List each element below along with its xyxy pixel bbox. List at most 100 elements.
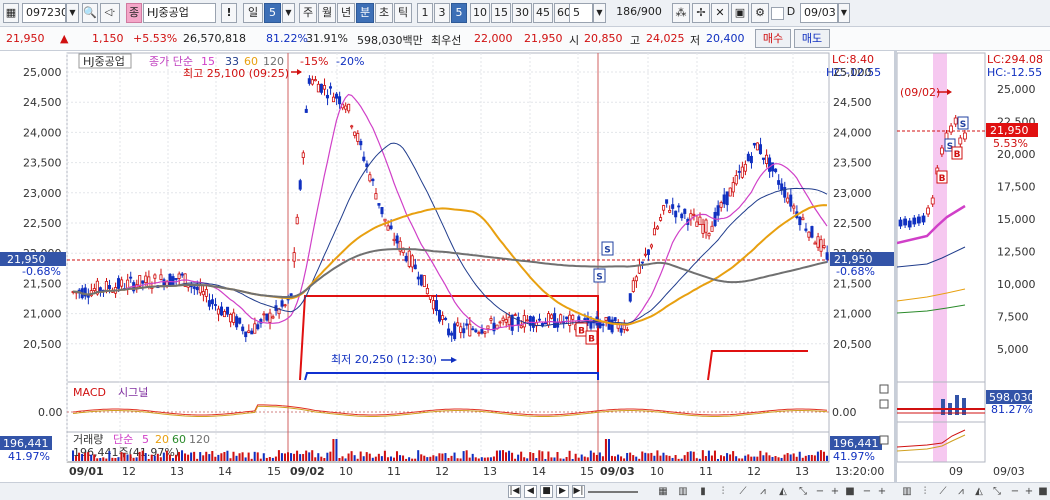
- grid-icon[interactable]: ▦: [3, 3, 19, 23]
- crosshair-icon[interactable]: ✢: [692, 3, 710, 23]
- candle-icon[interactable]: ⫶: [721, 486, 725, 497]
- legend-ma33: 33: [225, 55, 239, 68]
- volume-bar: [650, 452, 653, 461]
- tab-period-year[interactable]: 년: [337, 3, 355, 23]
- indicator-icon[interactable]: ⁂: [672, 3, 690, 23]
- pct-mark-20: -20%: [336, 55, 364, 68]
- tab-period-tick[interactable]: 틱: [394, 3, 412, 23]
- volume-bar: [96, 458, 99, 461]
- signal-b-marker[interactable]: B: [575, 322, 588, 337]
- line-icon[interactable]: ⟋: [739, 486, 747, 497]
- minute-count-field[interactable]: 5: [569, 3, 593, 23]
- next-icon[interactable]: ▶: [556, 485, 569, 498]
- buy-button[interactable]: 매수: [755, 29, 791, 48]
- code-dropdown-icon[interactable]: ▼: [66, 3, 79, 23]
- bottom-controls: |◀ ◀ ■ ▶ ▶| ▦ ▥ ▮ ⫶ ⟋ ⩘ ◭ ⤡ − + ■ − + ▥ …: [0, 482, 1050, 500]
- sound-icon[interactable]: ◁·: [100, 3, 120, 23]
- candle-body: [180, 273, 184, 276]
- day-count-field[interactable]: 5: [264, 3, 281, 23]
- side-signal-b-marker[interactable]: B: [951, 146, 963, 160]
- x-axis-label: 14: [532, 465, 546, 478]
- ma33-line: [72, 142, 828, 327]
- side-area-icon[interactable]: ◭: [975, 486, 983, 497]
- volume-bar: [786, 453, 789, 461]
- area-icon[interactable]: ◭: [779, 486, 787, 497]
- date-field[interactable]: 09/03: [800, 3, 838, 23]
- zoom-out-icon[interactable]: −: [815, 486, 825, 497]
- minute-45-button[interactable]: 45: [533, 3, 553, 23]
- minute-10-button[interactable]: 10: [470, 3, 490, 23]
- candle-body: [550, 314, 554, 319]
- first-page-icon[interactable]: |◀: [508, 485, 521, 498]
- zoom-in-icon[interactable]: +: [877, 486, 887, 497]
- volume-close-icon[interactable]: [879, 435, 889, 445]
- drag-icon[interactable]: ⤡: [799, 486, 807, 497]
- candle-body: [504, 319, 508, 323]
- minute-5-button[interactable]: 5: [451, 3, 467, 23]
- volume-bar: [286, 452, 290, 461]
- legend-ma120: 120: [263, 55, 284, 68]
- tab-period-second[interactable]: 초: [375, 3, 393, 23]
- side-zoom-out-icon[interactable]: −: [1010, 486, 1020, 497]
- trend-icon[interactable]: ⩘: [760, 486, 766, 497]
- candle-body: [392, 238, 396, 242]
- signal-b-marker[interactable]: B: [585, 330, 598, 345]
- minute-3-button[interactable]: 3: [434, 3, 450, 23]
- minute-count-dropdown-icon[interactable]: ▼: [593, 3, 606, 23]
- tab-period-month[interactable]: 월: [318, 3, 336, 23]
- side-signal-s-marker[interactable]: S: [944, 138, 956, 152]
- zoom-out-icon[interactable]: −: [862, 486, 872, 497]
- bar-chart-icon[interactable]: ▮: [700, 486, 706, 497]
- date-checkbox[interactable]: [771, 7, 784, 20]
- zoom-slider[interactable]: [588, 491, 638, 493]
- macd-scroll-icon[interactable]: [879, 399, 889, 409]
- side-reset-icon[interactable]: ■: [1038, 486, 1048, 497]
- reset-icon[interactable]: ■: [845, 486, 855, 497]
- side-signal-b-marker[interactable]: B: [936, 170, 948, 184]
- day-count-dropdown-icon[interactable]: ▼: [282, 3, 295, 23]
- tab-period-week[interactable]: 주: [299, 3, 317, 23]
- volume-bar: [277, 450, 280, 461]
- tab-period-day[interactable]: 일: [243, 3, 263, 23]
- volume-bar: [556, 451, 559, 461]
- candle-body: [428, 295, 432, 300]
- volume-bar: [789, 454, 792, 461]
- candle-body: [598, 321, 602, 329]
- side-drag-icon[interactable]: ⤡: [993, 486, 1001, 497]
- candle-body: [437, 309, 442, 322]
- side-line-icon[interactable]: ⟋: [939, 486, 947, 497]
- candle-body: [755, 142, 759, 151]
- side-signal-s-marker[interactable]: S: [957, 116, 969, 130]
- side-trend-icon[interactable]: ⩘: [958, 486, 964, 497]
- minute-1-button[interactable]: 1: [417, 3, 433, 23]
- save-icon[interactable]: ▣: [731, 3, 749, 23]
- panel-divider[interactable]: [894, 51, 897, 500]
- side-bar-icon[interactable]: ▥: [902, 486, 912, 497]
- candle-body: [513, 314, 517, 317]
- last-page-icon[interactable]: ▶|: [572, 485, 585, 498]
- stock-name-field[interactable]: HJ중공업: [143, 3, 216, 23]
- signal-s-marker[interactable]: S: [601, 241, 614, 256]
- draw-tool-icon[interactable]: ✕: [711, 3, 729, 23]
- side-zoom-in-icon[interactable]: +: [1024, 486, 1034, 497]
- signal-s-marker[interactable]: S: [593, 268, 606, 283]
- gear-icon[interactable]: ⚙: [751, 3, 769, 23]
- zoom-in-icon[interactable]: +: [830, 486, 840, 497]
- stop-icon[interactable]: ■: [540, 485, 553, 498]
- alert-button[interactable]: !: [221, 3, 237, 23]
- tab-period-minute[interactable]: 분: [356, 3, 374, 23]
- prev-icon[interactable]: ◀: [524, 485, 537, 498]
- date-dropdown-icon[interactable]: ▼: [838, 3, 850, 23]
- volume-bar: [459, 458, 462, 461]
- chart-type-icon[interactable]: ▥: [678, 486, 688, 497]
- side-candle-icon[interactable]: ⫶: [923, 486, 927, 497]
- minute-30-button[interactable]: 30: [512, 3, 532, 23]
- minute-15-button[interactable]: 15: [491, 3, 511, 23]
- search-icon[interactable]: 🔍: [82, 3, 98, 23]
- sell-button[interactable]: 매도: [794, 29, 830, 48]
- volume-bar: [492, 456, 495, 461]
- stock-code-input[interactable]: 097230: [22, 3, 66, 23]
- table-icon[interactable]: ▦: [658, 486, 668, 497]
- macd-close-icon[interactable]: [879, 384, 889, 394]
- candle-body: [456, 322, 460, 326]
